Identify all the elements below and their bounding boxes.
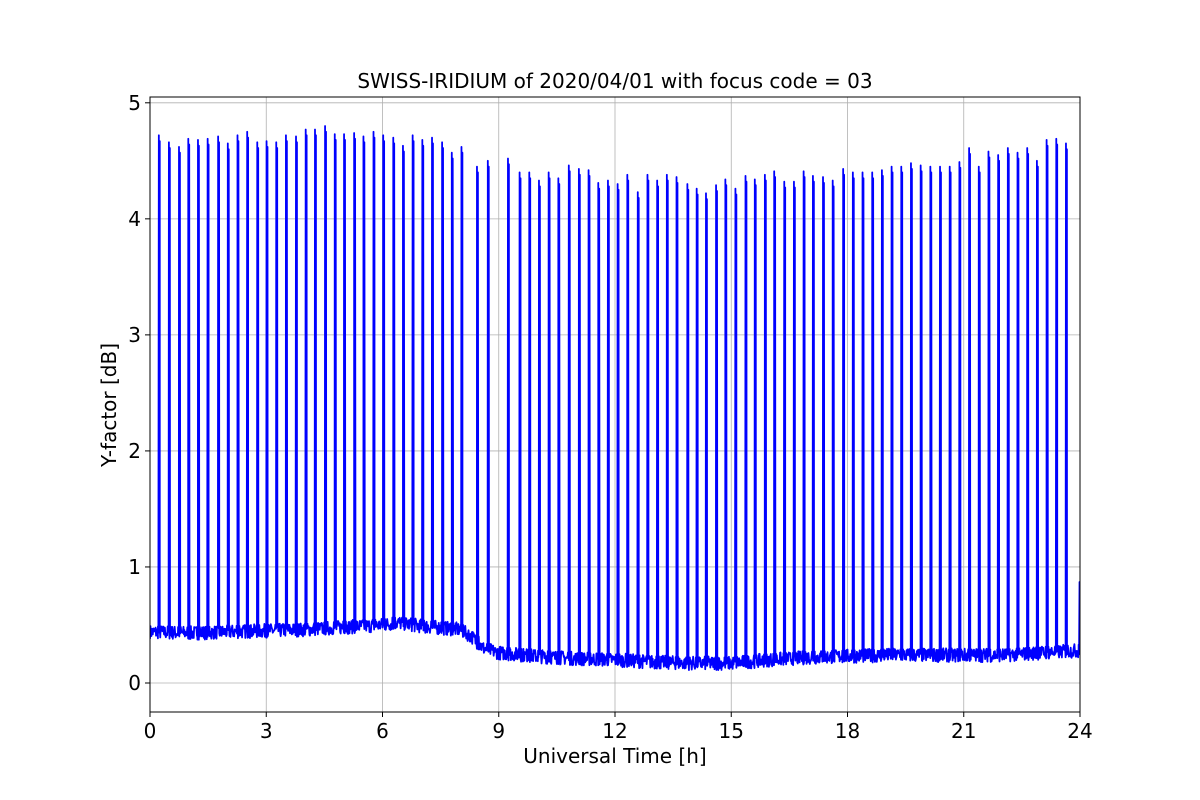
x-axis-label: Universal Time [h] <box>523 744 706 768</box>
y-tick-label: 5 <box>128 91 141 115</box>
x-tick-label: 18 <box>835 719 860 743</box>
x-tick-label: 3 <box>260 719 273 743</box>
series-line <box>150 125 1080 671</box>
y-tick-label: 4 <box>128 207 141 231</box>
y-axis-label: Y-factor [dB] <box>97 343 121 468</box>
y-tick-label: 2 <box>128 439 141 463</box>
y-axis: 0 1 2 3 4 5 <box>128 91 150 695</box>
y-tick-label: 0 <box>128 671 141 695</box>
x-tick-label: 12 <box>602 719 627 743</box>
chart-title: SWISS-IRIDIUM of 2020/04/01 with focus c… <box>357 69 872 93</box>
x-tick-label: 21 <box>951 719 976 743</box>
x-axis: 0 3 6 9 12 15 18 21 24 <box>144 712 1093 743</box>
x-tick-label: 9 <box>492 719 505 743</box>
x-tick-label: 6 <box>376 719 389 743</box>
y-tick-label: 1 <box>128 555 141 579</box>
x-tick-label: 24 <box>1067 719 1092 743</box>
x-tick-label: 0 <box>144 719 157 743</box>
y-tick-label: 3 <box>128 323 141 347</box>
x-tick-label: 15 <box>719 719 744 743</box>
plot-area <box>150 125 1080 671</box>
